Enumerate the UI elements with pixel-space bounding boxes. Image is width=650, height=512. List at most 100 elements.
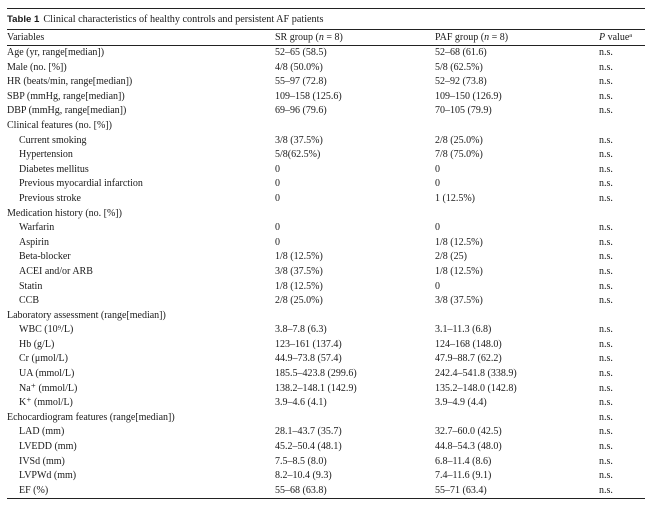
cell-pvalue: n.s.	[599, 163, 613, 175]
table-row: WBC (10⁹/L) 3.8–7.8 (6.3) 3.1–11.3 (6.8) n.…	[7, 323, 645, 338]
cell-sr-group: 8.2–10.4 (9.3)	[275, 470, 332, 482]
table-row: Warfarin 0 0 n.s.	[7, 221, 645, 236]
row-label: Aspirin	[19, 236, 49, 248]
cell-sr-group: 1/8 (12.5%)	[275, 280, 323, 292]
cell-paf-group: 2/8 (25)	[435, 251, 467, 263]
row-label: ACEI and/or ARB	[19, 265, 93, 277]
table-row: K⁺ (mmol/L) 3.9–4.6 (4.1) 3.9–4.9 (4.4) n.s…	[7, 396, 645, 411]
cell-pvalue: n.s.	[599, 105, 613, 117]
cell-pvalue: n.s.	[599, 90, 613, 102]
row-label: Current smoking	[19, 134, 87, 146]
cell-sr-group: 3/8 (37.5%)	[275, 134, 323, 146]
cell-sr-group: 3.9–4.6 (4.1)	[275, 397, 327, 409]
row-label: Echocardiogram features (range[median])	[7, 411, 175, 423]
cell-sr-group: 4/8 (50.0%)	[275, 61, 323, 73]
cell-paf-group: 52–68 (61.6)	[435, 47, 487, 58]
table-row: Hypertension 5/8(62.5%) 7/8 (75.0%) n.s.	[7, 148, 645, 163]
cell-pvalue: n.s.	[599, 47, 613, 58]
cell-pvalue: n.s.	[599, 222, 613, 234]
cell-pvalue: n.s.	[599, 353, 613, 365]
cell-paf-group: 135.2–148.0 (142.8)	[435, 382, 517, 394]
header-pvalue: P valuea	[599, 32, 633, 43]
cell-sr-group: 3.8–7.8 (6.3)	[275, 324, 327, 336]
table-row: Echocardiogram features (range[median]) n…	[7, 411, 645, 426]
table-container: Table 1 Clinical characteristics of healt…	[7, 0, 645, 500]
table-caption: Table 1 Clinical characteristics of healt…	[7, 9, 645, 29]
row-label: UA (mmol/L)	[19, 368, 75, 380]
cell-sr-group: 138.2–148.1 (142.9)	[275, 382, 357, 394]
header-variables: Variables	[7, 32, 45, 43]
cell-sr-group: 28.1–43.7 (35.7)	[275, 426, 342, 438]
cell-pvalue: n.s.	[599, 455, 613, 467]
table-row: DBP (mmHg, range[median]) 69–96 (79.6) 70–…	[7, 104, 645, 119]
cell-pvalue: n.s.	[599, 251, 613, 263]
cell-sr-group: 7.5–8.5 (8.0)	[275, 455, 327, 467]
cell-paf-group: 0	[435, 280, 440, 292]
table-row: CCB 2/8 (25.0%) 3/8 (37.5%) n.s.	[7, 294, 645, 309]
cell-paf-group: 0	[435, 163, 440, 175]
row-label: Male (no. [%])	[7, 61, 67, 73]
table-header: Variables SR group (n = 8) PAF group (n …	[7, 30, 645, 45]
cell-paf-group: 1/8 (12.5%)	[435, 265, 483, 277]
table-row: IVSd (mm) 7.5–8.5 (8.0) 6.8–11.4 (8.6) n.s.	[7, 455, 645, 470]
cell-pvalue: n.s.	[599, 338, 613, 350]
cell-paf-group: 1/8 (12.5%)	[435, 236, 483, 248]
cell-sr-group: 45.2–50.4 (48.1)	[275, 441, 342, 453]
row-label: LAD (mm)	[19, 426, 65, 438]
table-body: Age (yr, range[median]) 52–65 (58.5) 52–68…	[7, 46, 645, 498]
table-row: Diabetes mellitus 0 0 n.s.	[7, 163, 645, 178]
row-label: Medication history (no. [%])	[7, 207, 122, 219]
row-label: LVPWd (mm)	[19, 470, 77, 482]
cell-paf-group: 242.4–541.8 (338.9)	[435, 368, 517, 380]
table-row: LAD (mm) 28.1–43.7 (35.7) 32.7–60.0 (42.5)…	[7, 425, 645, 440]
cell-sr-group: 44.9–73.8 (57.4)	[275, 353, 342, 365]
cell-pvalue: n.s.	[599, 397, 613, 409]
cell-pvalue: n.s.	[599, 441, 613, 453]
row-label: Warfarin	[19, 222, 55, 234]
cell-sr-group: 3/8 (37.5%)	[275, 265, 323, 277]
header-sr-group: SR group (n = 8)	[275, 32, 343, 43]
table-row: UA (mmol/L) 185.5–423.8 (299.6) 242.4–541.…	[7, 367, 645, 382]
table-row: Beta-blocker 1/8 (12.5%) 2/8 (25) n.s.	[7, 250, 645, 265]
table-row: Clinical features (no. [%])	[7, 119, 645, 134]
cell-paf-group: 0	[435, 178, 440, 190]
row-label: DBP (mmHg, range[median])	[7, 105, 127, 117]
bottom-rule	[7, 498, 645, 500]
cell-sr-group: 123–161 (137.4)	[275, 338, 342, 350]
table-row: Medication history (no. [%])	[7, 207, 645, 222]
table-row: SBP (mmHg, range[median]) 109–158 (125.6)…	[7, 90, 645, 105]
row-label: Age (yr, range[median])	[7, 47, 105, 58]
table-row: Statin 1/8 (12.5%) 0 n.s.	[7, 280, 645, 295]
cell-sr-group: 55–97 (72.8)	[275, 76, 327, 88]
cell-pvalue: n.s.	[599, 382, 613, 394]
cell-sr-group: 0	[275, 236, 280, 248]
cell-sr-group: 0	[275, 178, 280, 190]
cell-paf-group: 6.8–11.4 (8.6)	[435, 455, 492, 467]
cell-pvalue: n.s.	[599, 178, 613, 190]
cell-paf-group: 52–92 (73.8)	[435, 76, 487, 88]
row-label: SBP (mmHg, range[median])	[7, 90, 125, 102]
row-label: Previous stroke	[19, 192, 81, 204]
cell-sr-group: 2/8 (25.0%)	[275, 295, 323, 307]
table-row: Hb (g/L) 123–161 (137.4) 124–168 (148.0) n.…	[7, 338, 645, 353]
cell-sr-group: 52–65 (58.5)	[275, 47, 327, 58]
row-label: Diabetes mellitus	[19, 163, 89, 175]
cell-pvalue: n.s.	[599, 295, 613, 307]
cell-sr-group: 185.5–423.8 (299.6)	[275, 368, 357, 380]
cell-pvalue: n.s.	[599, 76, 613, 88]
cell-paf-group: 5/8 (62.5%)	[435, 61, 483, 73]
cell-sr-group: 109–158 (125.6)	[275, 90, 342, 102]
cell-sr-group: 5/8(62.5%)	[275, 149, 321, 161]
header-paf-group: PAF group (n = 8)	[435, 32, 509, 43]
cell-pvalue: n.s.	[599, 280, 613, 292]
table-row: Age (yr, range[median]) 52–65 (58.5) 52–68…	[7, 46, 645, 61]
table-row: LVPWd (mm) 8.2–10.4 (9.3) 7.4–11.6 (9.1) n.…	[7, 469, 645, 484]
table-title: Clinical characteristics of healthy cont…	[43, 14, 324, 25]
table-row: Na⁺ (mmol/L) 138.2–148.1 (142.9) 135.2–148…	[7, 382, 645, 397]
cell-sr-group: 55–68 (63.8)	[275, 484, 327, 496]
table-row: Cr (μmol/L) 44.9–73.8 (57.4) 47.9–88.7 (62…	[7, 352, 645, 367]
row-label: Hypertension	[19, 149, 73, 161]
row-label: WBC (10⁹/L)	[19, 324, 74, 336]
row-label: IVSd (mm)	[19, 455, 65, 467]
cell-pvalue: n.s.	[599, 134, 613, 146]
